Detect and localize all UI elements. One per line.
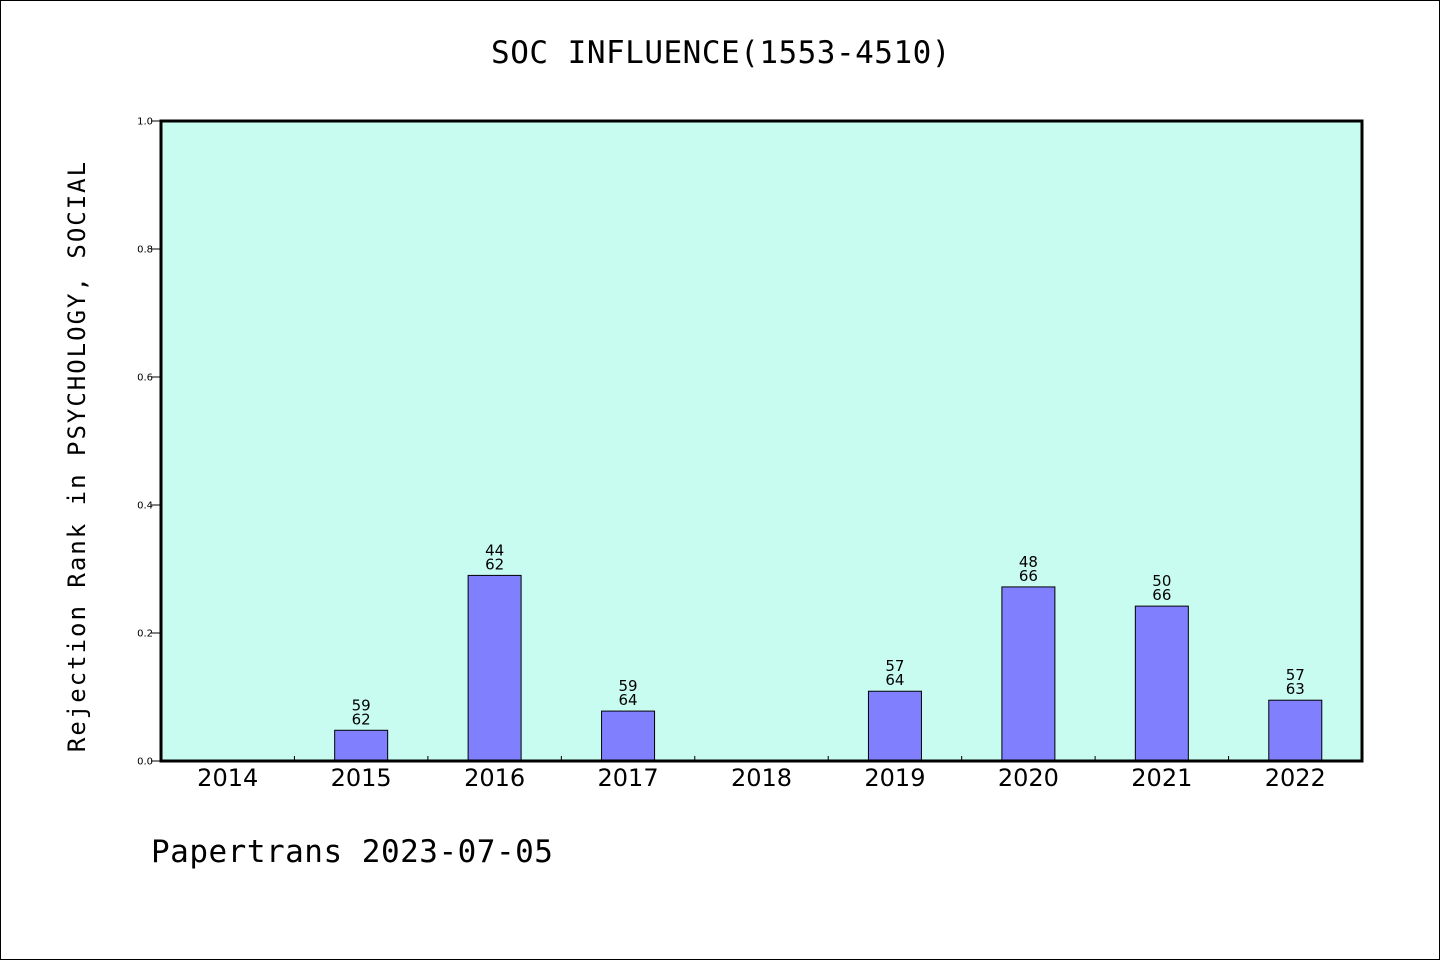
bars [334, 574, 1323, 762]
bar [601, 710, 656, 762]
x-tick-label: 2020 [998, 764, 1059, 792]
bar-label-bottom: 64 [885, 671, 904, 689]
y-tick-label: 1.0 [137, 117, 153, 128]
bar [1001, 586, 1056, 762]
x-tick-label: 2015 [331, 764, 392, 792]
x-tick-label: 2014 [197, 764, 258, 792]
y-tick-label: 0.2 [137, 629, 153, 640]
bar [867, 690, 922, 762]
axis-ticks: 0.0 0.2 0.4 0.6 0.8 1.0 2014 2015 2016 2017 2018 20… [137, 117, 1326, 793]
x-tick-label: 2019 [864, 764, 925, 792]
chart-title: SOC INFLUENCE(1553-4510) [491, 35, 951, 71]
bar [1268, 699, 1323, 762]
bar-label-bottom: 62 [352, 710, 371, 728]
bar [467, 574, 522, 762]
bar-label-bottom: 62 [485, 555, 504, 573]
y-tick-label: 0.8 [137, 245, 153, 256]
x-tick-label: 2022 [1265, 764, 1326, 792]
bar-label-bottom: 64 [619, 691, 638, 709]
x-tick-label: 2018 [731, 764, 792, 792]
bar-label-bottom: 66 [1152, 586, 1171, 604]
bar-label-bottom: 63 [1286, 680, 1305, 698]
bar-label-top: 59 [619, 677, 638, 695]
y-tick-label: 0.4 [137, 501, 153, 512]
bar-label-top: 44 [485, 541, 504, 559]
x-tick-label: 2016 [464, 764, 525, 792]
bar-label-top: 57 [885, 657, 904, 675]
x-tick-label: 2021 [1131, 764, 1192, 792]
y-tick-label: 0.0 [137, 757, 153, 768]
x-tick-label: 2017 [598, 764, 659, 792]
footer-text: Papertrans 2023-07-05 [151, 834, 554, 870]
y-tick-label: 0.6 [137, 373, 153, 384]
bar-label-top: 48 [1019, 553, 1038, 571]
bar-label-bottom: 66 [1019, 567, 1038, 585]
bar-label-top: 59 [352, 696, 371, 714]
bar-label-top: 50 [1152, 572, 1171, 590]
plot-frame [159, 119, 1364, 763]
bar [334, 729, 389, 762]
bar [1134, 605, 1189, 762]
bar-label-top: 57 [1286, 666, 1305, 684]
